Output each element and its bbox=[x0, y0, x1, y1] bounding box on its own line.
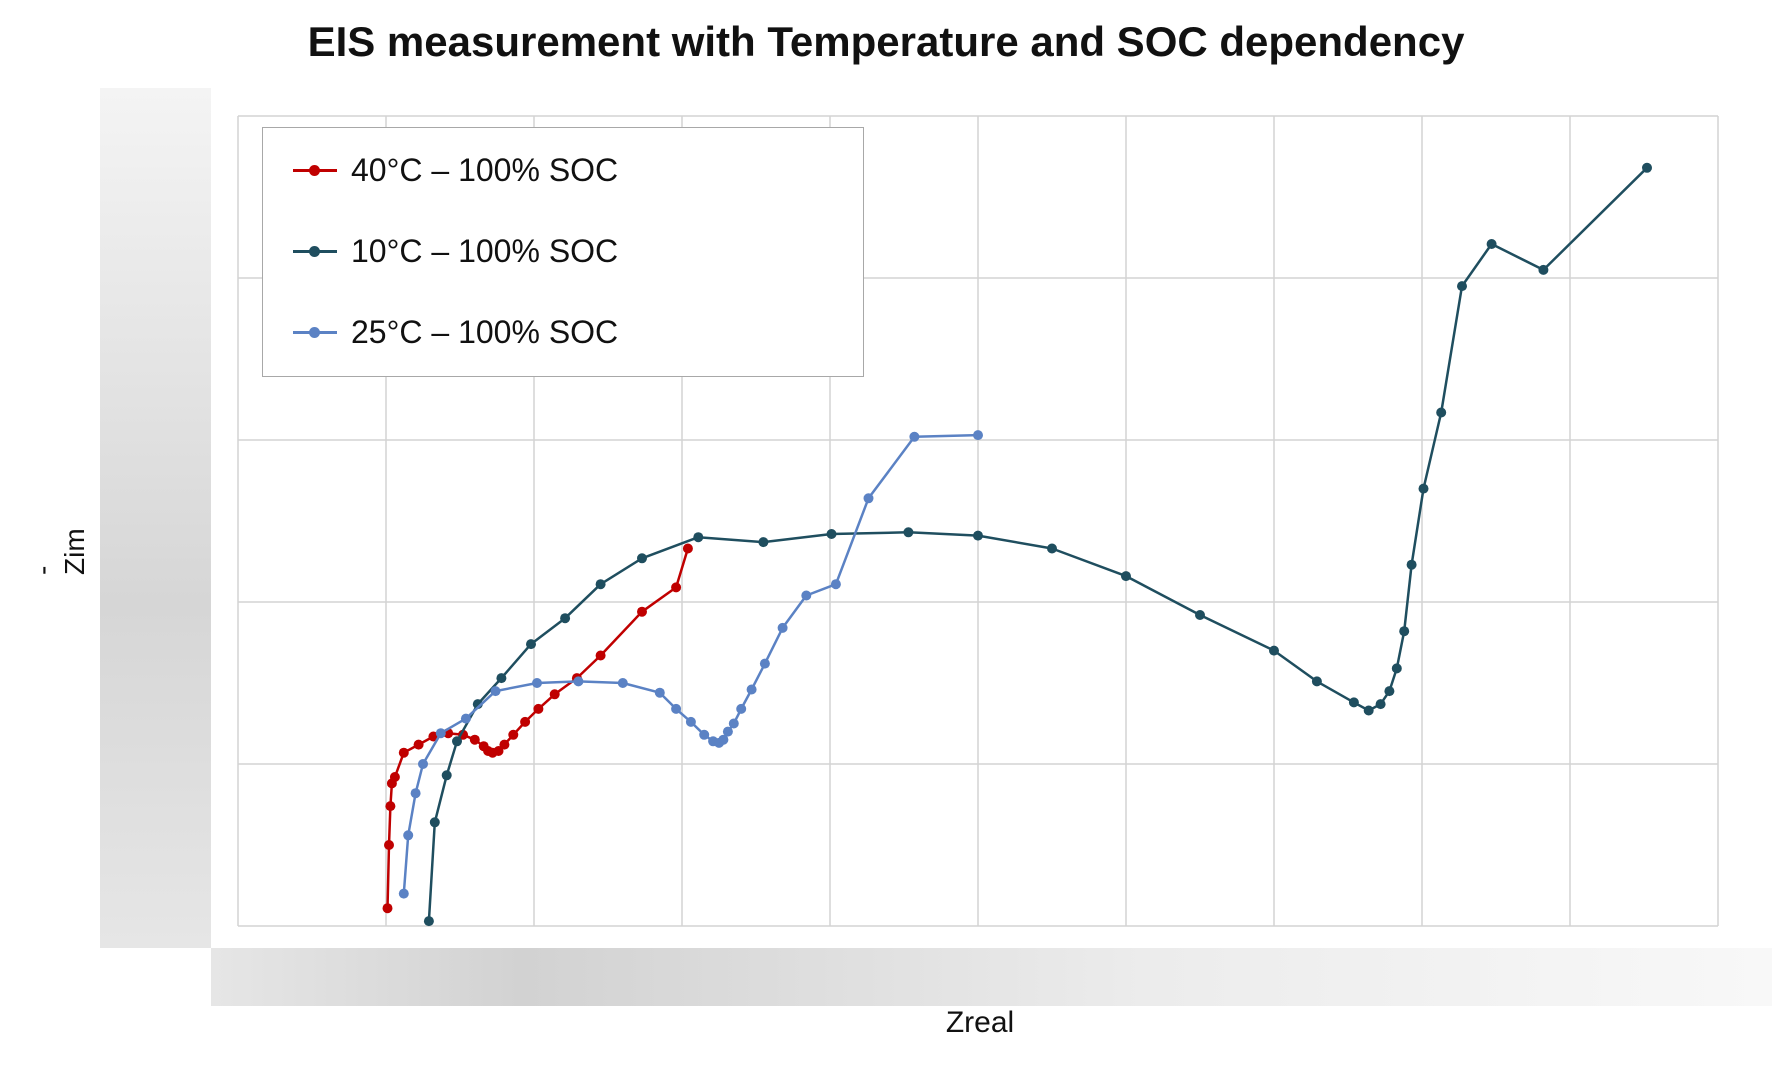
data-point-40c bbox=[682, 543, 693, 554]
data-point-25c bbox=[699, 729, 710, 740]
data-point-25c bbox=[460, 713, 471, 724]
legend-item-10c: 10°C – 100% SOC bbox=[293, 231, 618, 271]
data-point-10c bbox=[595, 579, 606, 590]
data-point-10c bbox=[1399, 626, 1410, 637]
data-point-40c bbox=[413, 739, 424, 750]
data-point-40c bbox=[549, 689, 560, 700]
data-point-25c bbox=[759, 658, 770, 669]
data-point-10c bbox=[973, 530, 983, 541]
legend-swatch-25c bbox=[293, 312, 337, 352]
legend: 40°C – 100% SOC 10°C – 100% SOC 25°C – 1… bbox=[262, 127, 864, 377]
data-point-10c bbox=[1311, 676, 1322, 687]
legend-label-25c: 25°C – 100% SOC bbox=[351, 313, 619, 350]
data-point-25c bbox=[403, 830, 414, 841]
data-point-10c bbox=[526, 639, 536, 650]
data-point-25c bbox=[532, 678, 542, 688]
data-point-25c bbox=[736, 703, 747, 714]
data-point-10c bbox=[1406, 559, 1417, 570]
data-point-25c bbox=[418, 759, 428, 769]
data-point-10c bbox=[1457, 281, 1467, 292]
data-point-10c bbox=[903, 527, 914, 538]
data-point-10c bbox=[441, 770, 452, 781]
data-point-40c bbox=[389, 772, 400, 782]
series-layer bbox=[382, 162, 1652, 927]
legend-marker-10c bbox=[309, 246, 320, 257]
legend-label-10c: 10°C – 100% SOC bbox=[351, 232, 619, 269]
data-point-25c bbox=[728, 718, 739, 729]
data-point-25c bbox=[573, 676, 584, 687]
series-25c bbox=[398, 430, 983, 899]
grid bbox=[237, 115, 1719, 927]
data-point-10c bbox=[758, 537, 769, 548]
data-point-25c bbox=[777, 622, 788, 633]
data-point-25c bbox=[801, 590, 812, 601]
data-point-10c bbox=[1391, 663, 1402, 674]
series-line-25c bbox=[402, 433, 979, 894]
data-point-10c bbox=[1486, 239, 1497, 249]
data-point-10c bbox=[1538, 264, 1549, 275]
data-point-40c bbox=[499, 739, 510, 750]
data-point-40c bbox=[508, 729, 519, 740]
data-point-10c bbox=[560, 613, 571, 624]
data-point-10c bbox=[429, 817, 440, 828]
data-point-25c bbox=[398, 888, 409, 899]
data-point-25c bbox=[863, 493, 874, 504]
data-point-25c bbox=[617, 678, 628, 688]
legend-swatch-10c bbox=[293, 231, 337, 271]
x-axis-label: Zreal bbox=[945, 1006, 1015, 1039]
data-point-40c bbox=[520, 716, 531, 727]
data-point-10c bbox=[1418, 483, 1429, 494]
legend-label-40c: 40°C – 100% SOC bbox=[351, 151, 619, 188]
data-point-10c bbox=[693, 532, 704, 543]
data-point-10c bbox=[423, 916, 434, 927]
data-point-25c bbox=[654, 687, 665, 698]
legend-item-40c: 40°C – 100% SOC bbox=[293, 150, 618, 190]
legend-item-25c: 25°C – 100% SOC bbox=[293, 312, 618, 352]
legend-marker-25c bbox=[309, 327, 320, 338]
data-point-10c bbox=[496, 673, 507, 684]
data-point-40c bbox=[637, 606, 647, 617]
data-point-10c bbox=[452, 736, 462, 747]
legend-marker-40c bbox=[309, 165, 320, 176]
data-point-10c bbox=[1363, 705, 1374, 716]
chart-title: EIS measurement with Temperature and SOC… bbox=[307, 18, 1465, 65]
data-point-40c bbox=[469, 734, 480, 745]
data-point-25c bbox=[722, 726, 733, 737]
data-point-10c bbox=[637, 553, 647, 564]
data-point-40c bbox=[382, 903, 393, 914]
series-10c bbox=[423, 162, 1652, 927]
data-point-40c bbox=[595, 650, 606, 661]
data-point-40c bbox=[533, 703, 544, 714]
data-point-25c bbox=[410, 788, 421, 799]
data-point-10c bbox=[1121, 571, 1131, 582]
data-point-40c bbox=[671, 582, 682, 593]
data-point-10c bbox=[826, 529, 837, 539]
x-axis-band bbox=[211, 948, 1772, 1006]
data-point-25c bbox=[909, 431, 920, 442]
data-point-25c bbox=[490, 686, 501, 697]
data-point-10c bbox=[1047, 543, 1057, 554]
data-point-10c bbox=[1642, 162, 1652, 173]
data-point-25c bbox=[973, 430, 983, 441]
y-axis-band bbox=[100, 88, 211, 948]
data-point-40c bbox=[384, 840, 394, 850]
data-point-10c bbox=[1375, 699, 1386, 710]
data-point-25c bbox=[685, 716, 696, 727]
data-point-25c bbox=[435, 728, 446, 739]
series-40c bbox=[382, 543, 693, 914]
legend-swatch-40c bbox=[293, 150, 337, 190]
data-point-10c bbox=[1384, 686, 1395, 697]
data-point-40c bbox=[385, 801, 396, 812]
data-point-10c bbox=[1269, 645, 1279, 656]
data-point-10c bbox=[1348, 697, 1359, 708]
data-point-25c bbox=[830, 579, 841, 590]
data-point-40c bbox=[398, 747, 409, 758]
data-point-25c bbox=[671, 703, 682, 714]
data-point-25c bbox=[718, 734, 729, 745]
data-point-25c bbox=[746, 684, 757, 695]
data-point-10c bbox=[1436, 407, 1447, 418]
data-point-10c bbox=[1195, 610, 1205, 620]
data-point-40c bbox=[493, 746, 504, 756]
